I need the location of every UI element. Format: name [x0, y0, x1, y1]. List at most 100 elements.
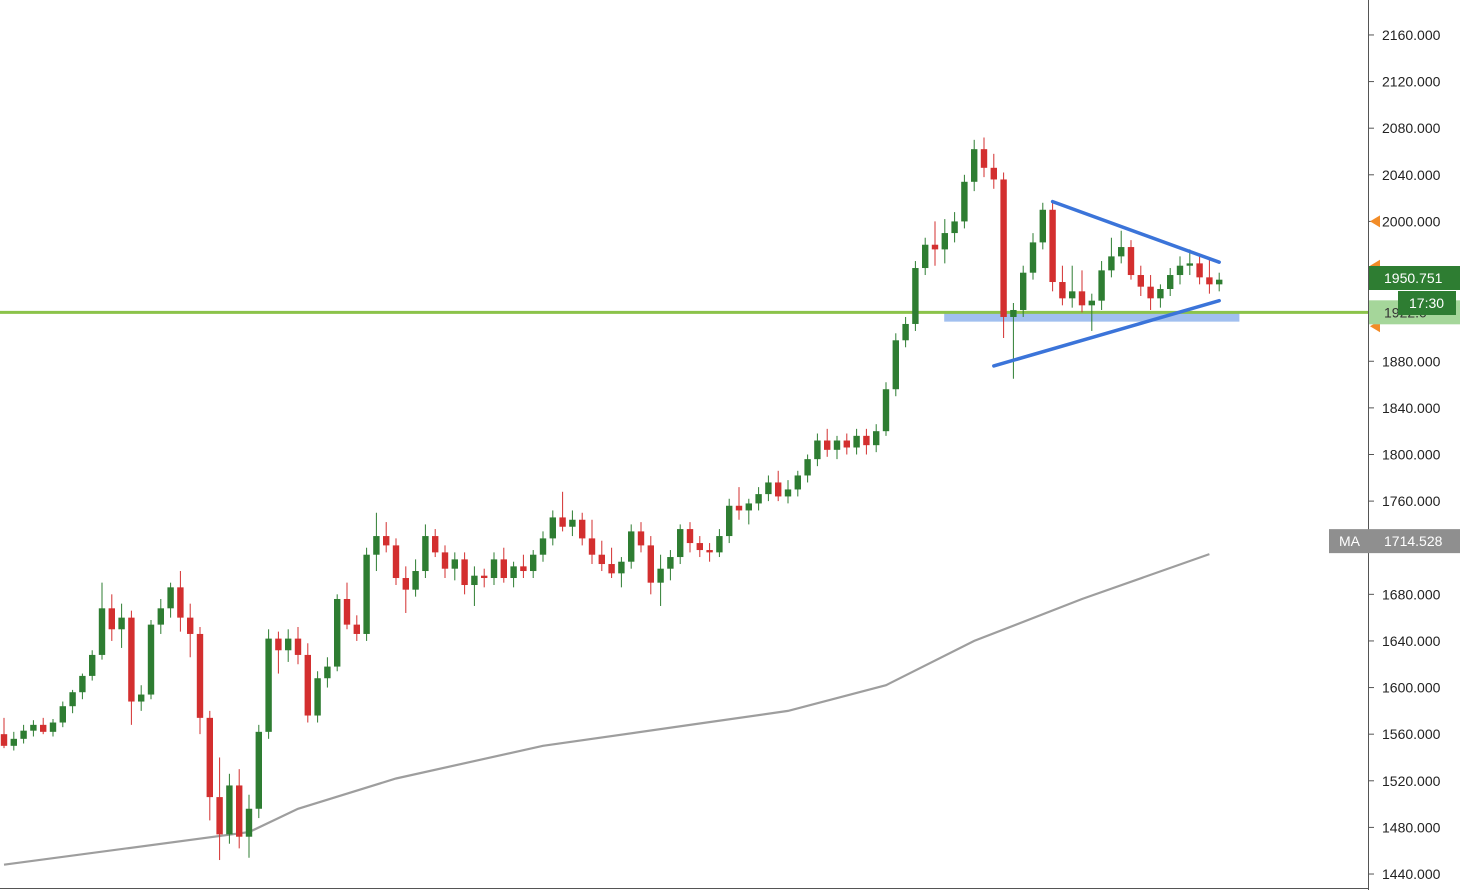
candle [69, 689, 76, 714]
y-tick-label: 1840.000 [1382, 400, 1441, 416]
candle [745, 498, 752, 525]
candle [598, 540, 605, 572]
candle [853, 428, 860, 455]
candle [549, 510, 556, 546]
candle-body [1118, 247, 1125, 257]
alert-marker-icon[interactable] [1370, 215, 1380, 228]
candle [451, 552, 458, 581]
candle-body [392, 545, 400, 579]
candle-body [177, 587, 184, 618]
candle-body [745, 503, 752, 511]
candle [10, 731, 17, 751]
candle-body [1078, 291, 1086, 306]
candle-body [265, 638, 272, 732]
candle [1167, 268, 1174, 296]
candle [696, 536, 703, 558]
candle-body [324, 666, 331, 679]
candle [255, 724, 262, 819]
candle-body [726, 505, 733, 537]
y-tick-label: 1880.000 [1382, 353, 1441, 369]
candle [784, 480, 792, 504]
triangle-lower-line [992, 298, 1221, 368]
candle-body [1088, 300, 1095, 306]
candle-body [667, 557, 674, 569]
candle [1137, 265, 1144, 296]
candle [980, 137, 988, 178]
candle [971, 139, 978, 192]
candle [882, 382, 890, 436]
candle [647, 536, 654, 595]
candle-body [167, 587, 174, 609]
countdown-label-bg [1398, 291, 1456, 315]
y-tick-label: 1760.000 [1382, 493, 1441, 509]
candle-body [1147, 286, 1154, 299]
candle-body [157, 608, 164, 625]
candle-body [549, 517, 556, 539]
candle [216, 757, 223, 861]
candle-body [873, 431, 880, 446]
candle [588, 519, 596, 565]
candle [236, 769, 243, 849]
candle [677, 524, 684, 565]
candle-body [569, 519, 576, 527]
candle [1049, 200, 1056, 292]
candle [637, 522, 645, 553]
candle-body [520, 566, 527, 572]
candle-body [40, 724, 47, 732]
candle-body [628, 531, 635, 562]
candle-body [59, 706, 66, 723]
candle [618, 557, 625, 588]
candle [138, 685, 145, 711]
candle-body [255, 731, 262, 809]
ma-value-label: 1714.528 [1384, 533, 1443, 549]
candle-body [579, 519, 586, 539]
y-tick-label: 1440.000 [1382, 866, 1441, 882]
triangle-upper-line [1050, 199, 1221, 264]
candle-body [187, 617, 194, 634]
candle-body [79, 675, 86, 693]
candle-body [285, 638, 292, 651]
candle [941, 219, 948, 264]
candle [481, 568, 488, 588]
candle-body [432, 536, 439, 553]
candle-body [530, 554, 537, 572]
candle [775, 470, 782, 502]
candle-body [128, 617, 135, 702]
candle-body [1000, 179, 1007, 317]
candle-body [863, 435, 870, 446]
candle [196, 626, 204, 735]
candle-body [118, 617, 125, 630]
candle [1127, 240, 1135, 280]
candle-body [108, 608, 115, 630]
candle-body [481, 575, 488, 579]
candle [755, 487, 762, 511]
y-tick-label: 1680.000 [1382, 586, 1441, 602]
candle-body [383, 536, 390, 546]
candle [1108, 237, 1115, 278]
candle-body [559, 517, 566, 527]
candle [1196, 254, 1203, 285]
candle [0, 717, 8, 749]
candle [520, 554, 527, 579]
candle [118, 603, 125, 648]
candle [686, 522, 694, 553]
candle-body [304, 654, 311, 716]
candle-body [951, 221, 958, 234]
candle-body [961, 181, 968, 222]
candle-body [510, 566, 517, 579]
candle-body [89, 654, 96, 676]
candle [167, 582, 174, 618]
candle [1176, 256, 1184, 285]
candle-body [1108, 256, 1115, 271]
candle [500, 547, 507, 583]
candle-body [941, 233, 948, 250]
candle [285, 629, 292, 662]
candle-body [1010, 309, 1017, 317]
candle [383, 522, 390, 553]
candle [49, 719, 57, 737]
candle [1157, 284, 1164, 308]
candle-body [373, 536, 380, 555]
